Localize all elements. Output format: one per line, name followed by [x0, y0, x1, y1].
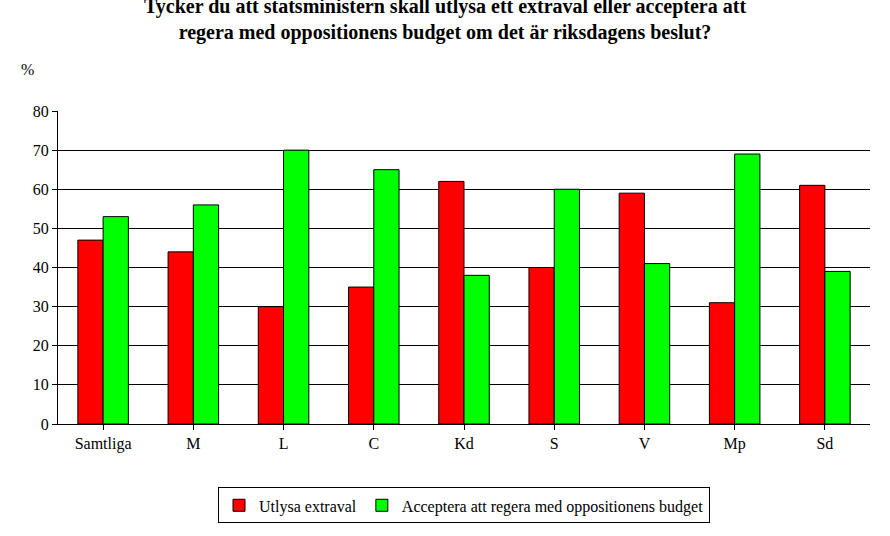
svg-text:L: L — [279, 435, 289, 452]
svg-text:Kd: Kd — [454, 435, 474, 452]
svg-text:30: 30 — [33, 298, 49, 315]
svg-text:70: 70 — [33, 142, 49, 159]
svg-text:M: M — [186, 435, 200, 452]
svg-text:10: 10 — [33, 376, 49, 393]
svg-text:S: S — [550, 435, 559, 452]
svg-text:Utlysa extraval: Utlysa extraval — [259, 498, 357, 516]
svg-text:C: C — [368, 435, 379, 452]
svg-text:Tycker du att statsministern s: Tycker du att statsministern skall utlys… — [144, 0, 746, 44]
svg-text:%: % — [21, 61, 34, 78]
svg-text:V: V — [639, 435, 651, 452]
svg-text:Sd: Sd — [816, 435, 833, 452]
svg-text:60: 60 — [33, 181, 49, 198]
svg-text:0: 0 — [41, 416, 49, 433]
svg-text:50: 50 — [33, 220, 49, 237]
svg-text:Mp: Mp — [724, 435, 746, 453]
svg-text:80: 80 — [33, 103, 49, 120]
svg-text:Samtliga: Samtliga — [75, 435, 132, 453]
svg-text:20: 20 — [33, 337, 49, 354]
svg-text:40: 40 — [33, 259, 49, 276]
svg-text:Acceptera att regera med oppos: Acceptera att regera med oppositionens b… — [402, 498, 703, 516]
